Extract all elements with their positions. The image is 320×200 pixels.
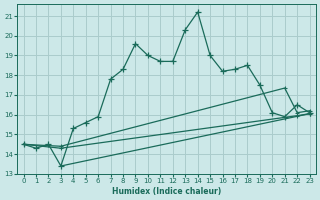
- X-axis label: Humidex (Indice chaleur): Humidex (Indice chaleur): [112, 187, 221, 196]
